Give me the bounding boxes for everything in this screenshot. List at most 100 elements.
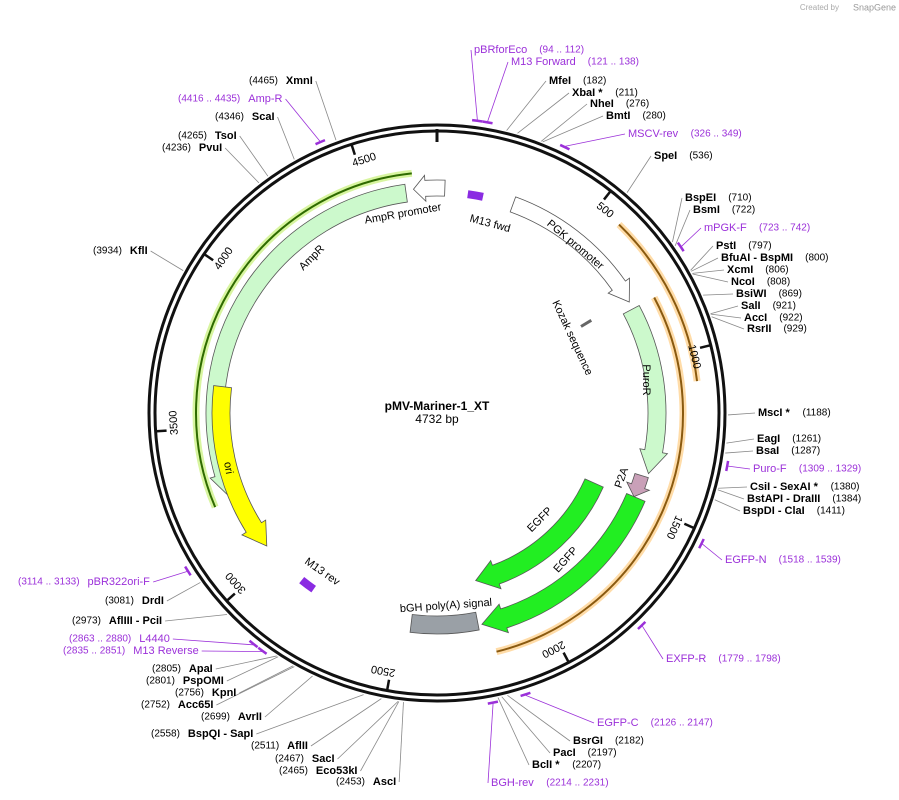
leader-line [216,666,295,706]
leader-line [710,305,739,315]
site-label: BspEI (710) [685,192,752,204]
enzyme-name: AvrII [238,711,262,723]
ring-tick [603,189,613,201]
enzyme-name: KflI [130,245,148,257]
leader-line [565,133,626,147]
leader-line [470,49,478,120]
primer-mark [559,143,571,151]
leader-line [714,499,741,512]
enzyme-name: BsiWI [736,288,767,300]
enzyme-name: XcmI [727,264,753,276]
ring-tick-label: 1000 [685,344,703,371]
site-label: MfeI (182) [549,75,606,87]
leader-line [285,98,321,142]
primer-label: MSCV-rev (326 .. 349) [628,128,742,140]
leader-line [224,147,260,184]
position: (2207) [572,760,601,771]
plasmid-name: pMV-Mariner-1_XT [385,399,490,413]
enzyme-name: BsaI [756,445,779,457]
enzyme-name: BspQI - SapI [188,728,253,740]
ring-tick-label: 2500 [370,662,396,678]
primer-name: BGH-rev [491,777,534,789]
site-label: (2511) AflII [251,740,308,752]
enzyme-name: DrdI [142,595,164,607]
leader-line [398,702,404,783]
position: (2126 .. 2147) [651,718,713,729]
enzyme-name: PspOMI [183,675,224,687]
leader-line [541,103,588,142]
leader-line [487,61,509,122]
primer-name: EGFP-N [725,554,767,566]
position: (182) [583,76,606,87]
leader-line [264,675,313,718]
leader-line [256,694,364,735]
brand: SnapGene [853,2,896,12]
features [150,49,756,784]
position: (1384) [832,494,861,505]
site-label: MscI * (1188) [758,407,831,419]
site-label: CsiI - SexAI * (1380) [750,481,859,493]
site-label: (2467) SacI [275,753,335,765]
leader-line [690,257,719,272]
position: (2558) [151,729,180,740]
site-label: (2801) PspOMI [146,675,224,687]
feature-arrow [409,611,480,635]
site-label: (2973) AflIII - PciI [72,615,162,627]
enzyme-name: SpeI [654,150,677,162]
primer-label: (2863 .. 2880) L4440 [69,633,170,645]
primer-name: L4440 [139,633,170,645]
primer-mark [698,538,705,549]
primer-name: MSCV-rev [628,128,679,140]
leader-line [201,650,262,652]
leader-line [360,701,400,772]
leader-line [728,465,751,470]
position: (2973) [72,616,101,627]
position: (3081) [105,596,134,607]
feature-highlight [618,223,699,382]
position: (121 .. 138) [588,57,639,68]
leader-line [725,450,754,454]
position: (211) [615,88,638,99]
leader-line [717,489,745,500]
leader-line [517,92,570,134]
ring-tick [202,252,214,262]
primer-name: Amp-R [248,93,282,105]
site-label: BclI * (2207) [532,759,601,771]
leader-line [718,486,748,489]
leader-line [166,582,201,602]
site-label: NcoI (808) [731,276,790,288]
position: (4416 .. 4435) [178,94,240,105]
kozak-mark [580,319,593,328]
enzyme-name: ScaI [252,111,275,123]
enzyme-name: MscI * [758,407,791,419]
primer-mark [637,620,647,630]
position: (723 .. 742) [759,223,810,234]
position: (806) [765,265,788,276]
primer-label: (3114 .. 3133) pBR322ori-F [18,576,150,588]
enzyme-name: XmnI [286,75,313,87]
primer-label: (4416 .. 4435) Amp-R [178,93,283,105]
leader-line [681,227,702,247]
position: (2863 .. 2880) [69,634,131,645]
site-label: (2465) Eco53kI [279,765,358,777]
site-label: SpeI (536) [654,150,713,162]
position: (4236) [162,143,191,154]
primer-label: EGFP-C (2126 .. 2147) [597,717,713,729]
leader-line [542,115,604,143]
site-label: (2756) KpnI [175,687,236,699]
position: (808) [767,277,790,288]
primer-feature [467,190,484,201]
position: (710) [728,193,751,204]
leader-line [703,293,734,296]
leader-line [702,543,723,561]
primer-label: (2835 .. 2851) M13 Reverse [63,645,199,657]
leader-line [626,155,652,193]
ring-tick-label: 4000 [212,245,236,272]
leader-line [337,701,399,760]
position: (3934) [93,246,122,257]
enzyme-name: Acc65I [178,699,213,711]
enzyme-name: PstI [716,240,736,252]
leader-line [642,625,664,660]
primer-name: M13 Forward [511,56,576,68]
position: (2511) [251,741,279,752]
